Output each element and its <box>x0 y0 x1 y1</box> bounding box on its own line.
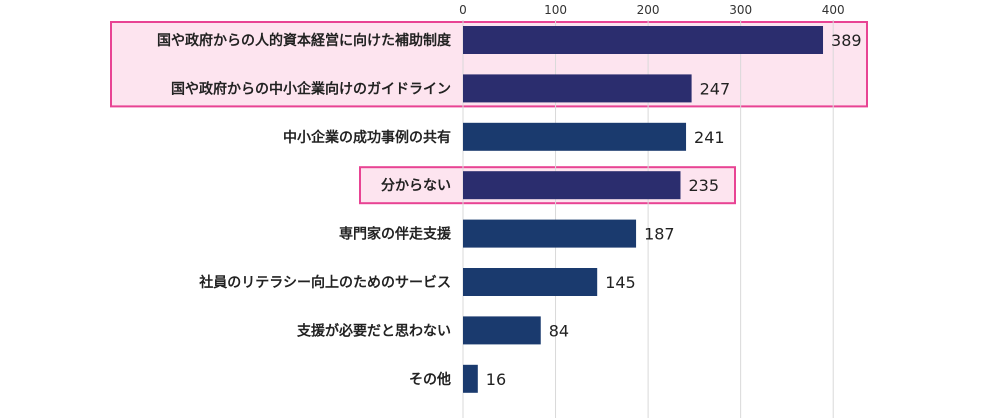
tick-layer: 0 100 200 300 400 <box>459 3 844 17</box>
value-label: 145 <box>605 273 636 292</box>
bar <box>463 122 687 151</box>
category-label: 分からない <box>381 178 451 194</box>
x-tick-label: 300 <box>729 3 752 17</box>
category-label: 国や政府からの人的資本経営に向けた補助制度 <box>157 32 452 49</box>
value-label: 247 <box>700 79 731 98</box>
x-tick-label: 0 <box>459 3 467 17</box>
bar <box>463 26 824 54</box>
category-label: 国や政府からの中小企業向けのガイドライン <box>171 80 451 97</box>
bar-layer <box>463 26 824 393</box>
bar <box>463 219 637 248</box>
x-tick-label: 400 <box>822 3 845 17</box>
x-tick-label: 100 <box>544 3 567 17</box>
value-label: 84 <box>549 321 569 340</box>
value-label: 389 <box>831 31 862 50</box>
value-label: 235 <box>688 176 719 195</box>
value-label: 187 <box>644 225 675 244</box>
category-label: 社員のリテラシー向上のためのサービス <box>198 274 451 291</box>
value-label: 241 <box>694 128 725 147</box>
category-label: 中小企業の成功事例の共有 <box>283 129 451 146</box>
label-layer: 国や政府からの人的資本経営に向けた補助制度 389 国や政府からの中小企業向けのガイ… <box>157 31 862 389</box>
bar <box>463 171 681 200</box>
x-tick-label: 200 <box>637 3 660 17</box>
bar <box>463 268 598 296</box>
category-label: 専門家の伴走支援 <box>339 226 452 243</box>
category-label: その他 <box>409 371 451 388</box>
bar <box>463 364 478 393</box>
value-label: 16 <box>486 370 506 389</box>
bar <box>463 74 692 103</box>
bar <box>463 316 541 345</box>
category-label: 支援が必要だと思わない <box>296 322 451 339</box>
